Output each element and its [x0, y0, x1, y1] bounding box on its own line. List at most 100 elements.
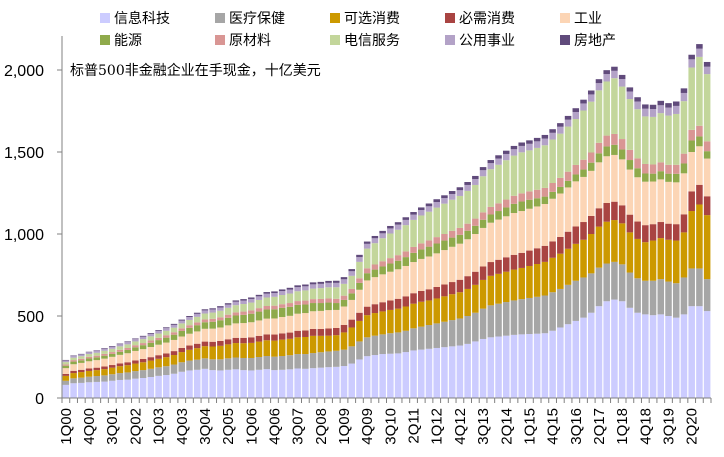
bar-segment	[626, 91, 634, 100]
bar-segment	[209, 341, 216, 347]
bar-segment	[178, 371, 186, 398]
bar-segment	[93, 355, 101, 358]
bar-stack-2Q02	[132, 338, 139, 398]
bar-segment	[526, 140, 533, 144]
bar-segment	[147, 336, 155, 341]
bar-segment	[441, 347, 448, 398]
legend-swatch	[560, 13, 570, 23]
bar-segment	[626, 214, 634, 233]
bar-segment	[611, 299, 618, 398]
bar-segment	[487, 222, 495, 263]
bar-segment	[387, 228, 394, 234]
bar-segment	[325, 367, 332, 398]
bar-segment	[201, 358, 209, 369]
bar-segment	[155, 358, 162, 368]
bar-segment	[333, 280, 340, 283]
bar-segment	[642, 163, 649, 174]
bar-segment	[201, 346, 209, 359]
bar-stack-2Q10	[379, 230, 386, 398]
bar-segment	[186, 360, 193, 371]
bar-segment	[510, 203, 518, 214]
bar-segment	[672, 317, 680, 398]
bar-segment	[402, 257, 410, 266]
bar-segment	[649, 164, 657, 174]
bar-segment	[688, 129, 695, 141]
bar-segment	[108, 348, 116, 353]
legend-label: 电信服务	[344, 33, 400, 49]
bar-stack-4Q08	[333, 280, 340, 398]
bar-segment	[85, 368, 93, 371]
bar-segment	[93, 381, 101, 398]
x-tick-label: 1Q09	[336, 408, 353, 445]
bar-segment	[132, 347, 139, 351]
bar-segment	[317, 328, 325, 336]
bar-segment	[456, 187, 464, 191]
bar-segment	[379, 302, 386, 312]
bar-segment	[518, 193, 525, 202]
x-tick-label: 4Q00	[81, 408, 98, 445]
bar-segment	[402, 217, 410, 220]
bar-segment	[518, 201, 525, 212]
bar-segment	[479, 279, 487, 309]
bar-segment	[672, 173, 680, 183]
bar-segment	[472, 225, 479, 234]
bar-segment	[502, 335, 510, 398]
bar-segment	[62, 362, 70, 365]
bar-segment	[333, 350, 340, 367]
bar-segment	[402, 306, 410, 331]
bar-segment	[271, 370, 278, 398]
bar-segment	[418, 207, 425, 211]
bar-segment	[479, 219, 487, 228]
bar-segment	[124, 349, 131, 354]
bar-segment	[139, 335, 147, 337]
bar-segment	[441, 198, 448, 204]
bar-segment	[201, 313, 209, 320]
bar-segment	[139, 358, 147, 363]
bar-segment	[278, 333, 286, 340]
legend-label: 医疗保健	[229, 11, 285, 27]
bar-segment	[626, 307, 634, 398]
bar-segment	[271, 293, 278, 297]
bar-segment	[217, 310, 224, 318]
x-tick-label: 4Q12	[452, 408, 469, 445]
y-tick-label: 0	[35, 391, 44, 408]
bar-segment	[410, 262, 417, 294]
bar-segment	[696, 146, 703, 185]
bar-segment	[132, 339, 139, 342]
bar-segment	[564, 119, 572, 127]
bar-segment	[186, 345, 193, 350]
bar-segment	[193, 322, 201, 326]
bar-segment	[618, 74, 626, 80]
bar-segment	[371, 238, 379, 244]
bar-segment	[170, 339, 178, 352]
bar-stack-3Q15	[541, 134, 549, 398]
x-tick-label: 1Q15	[521, 408, 538, 445]
bar-segment	[642, 280, 649, 315]
bar-segment	[294, 291, 301, 302]
bar-segment	[433, 253, 440, 287]
legend-item: 医疗保健	[215, 8, 285, 28]
bar-segment	[564, 231, 572, 249]
bar-segment	[618, 149, 626, 160]
bar-segment	[78, 360, 85, 363]
bar-segment	[163, 353, 170, 358]
bar-segment	[526, 199, 533, 209]
bar-segment	[70, 360, 77, 362]
bar-segment	[116, 343, 124, 345]
bar-segment	[387, 258, 394, 264]
bar-segment	[139, 377, 147, 398]
bar-segment	[333, 335, 340, 351]
bar-segment	[464, 239, 471, 277]
bar-segment	[626, 99, 634, 150]
bar-segment	[549, 129, 556, 133]
bar-segment	[62, 365, 70, 369]
bar-segment	[618, 139, 626, 150]
bar-segment	[418, 290, 425, 302]
bar-stack-1Q13	[464, 182, 471, 398]
bar-segment	[363, 337, 371, 357]
bar-stack-4Q17	[611, 66, 618, 398]
bar-segment	[611, 78, 618, 134]
bar-segment	[124, 379, 131, 398]
bar-segment	[186, 349, 193, 361]
bar-segment	[587, 94, 595, 102]
